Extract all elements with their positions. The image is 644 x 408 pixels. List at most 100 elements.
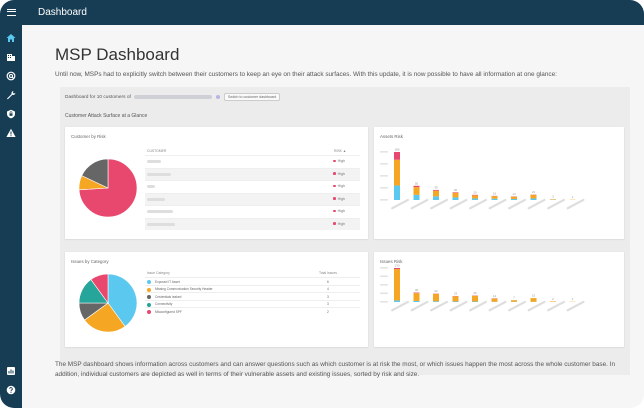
issues-risk-bar-1-seg-1[interactable]: [413, 293, 420, 301]
issues-risk-bar-1-seg-0[interactable]: [413, 292, 420, 294]
issues-risk-bar-0-seg-2[interactable]: [394, 300, 400, 302]
switch-dashboard-button[interactable]: Switch to customer dashboard: [223, 93, 281, 101]
issues-risk-bar-7-seg-1[interactable]: [530, 298, 537, 302]
risk-label: High: [337, 171, 345, 176]
issues-risk-bar-4-seg-2[interactable]: [472, 301, 478, 302]
issues-category-pie-slice-4[interactable]: [90, 274, 109, 304]
assets-risk-bar-1-seg-2[interactable]: [413, 194, 420, 200]
assets-risk-bar-0-seg-0[interactable]: [394, 152, 400, 160]
risk-badge: High: [333, 209, 345, 213]
risk-dot-icon: [333, 159, 336, 163]
assets-risk-x-label-7: [527, 198, 546, 210]
assets-risk-bar-1-seg-0[interactable]: [413, 185, 420, 188]
assets-risk-x-label-2: [430, 198, 449, 210]
issues-category-pie-slice-0[interactable]: [107, 274, 137, 327]
category-count: 6: [327, 279, 329, 284]
issues-risk-bar-3-seg-2[interactable]: [452, 301, 459, 302]
help-icon[interactable]: [4, 383, 18, 397]
issues-risk-y-tick-2: [380, 284, 388, 286]
assets-risk-bar-2-seg-2[interactable]: [433, 196, 439, 200]
lock-shield-icon[interactable]: [4, 107, 18, 121]
assets-risk-bar-2-seg-1[interactable]: [433, 190, 439, 197]
customer-row[interactable]: High: [145, 155, 360, 167]
customer-risk-title: Customer by Risk: [71, 134, 106, 139]
issues-risk-card: Issues Risk 130 36 32 23 25 14 7 15 2 1: [374, 252, 624, 347]
assets-risk-bar-6-seg-2[interactable]: [511, 198, 517, 200]
redacted-customer-name: [147, 160, 161, 163]
home-icon[interactable]: [4, 31, 18, 45]
issues-risk-bar-1-seg-2[interactable]: [413, 300, 420, 302]
issue-category-row[interactable]: Exposed IT Asset 6: [145, 277, 360, 285]
assets-risk-value-label-5: 16: [493, 191, 497, 195]
category-label: Credentials leaked: [155, 294, 182, 299]
customer-risk-pie-slice-2[interactable]: [81, 159, 109, 189]
issue-category-row[interactable]: Misconfigured SPF 2: [145, 307, 360, 315]
assets-risk-x-label-1: [410, 198, 429, 210]
building-icon[interactable]: [4, 50, 18, 64]
issue-category-row[interactable]: Missing Communication Security Header 4: [145, 284, 360, 293]
issues-risk-bar-2-seg-1[interactable]: [433, 293, 439, 302]
assets-risk-bar-0-seg-1[interactable]: [394, 159, 400, 186]
assets-risk-bar-1-seg-1[interactable]: [413, 187, 420, 195]
category-swatch: [147, 280, 151, 284]
wrench-icon[interactable]: [4, 88, 18, 102]
issues-risk-bar-3-seg-1[interactable]: [452, 296, 459, 302]
assets-risk-bar-3-seg-1[interactable]: [452, 192, 459, 198]
category-label: Misconfigured SPF: [155, 309, 182, 314]
assets-risk-bar-7-seg-2[interactable]: [530, 198, 537, 200]
issues-risk-x-label-7: [527, 300, 546, 312]
issues-risk-value-label-0: 130: [394, 264, 399, 268]
issues-risk-bar-0-seg-1[interactable]: [394, 269, 400, 301]
org-indicator: [215, 95, 220, 99]
issues-risk-bar-0-seg-0[interactable]: [394, 268, 400, 270]
col-risk-header[interactable]: RISK ▲: [334, 149, 347, 153]
risk-badge: High: [333, 197, 345, 201]
category-swatch: [147, 295, 151, 300]
issues-risk-bar-8-seg-1[interactable]: [550, 301, 556, 302]
assets-risk-bar-0-seg-2[interactable]: [394, 185, 400, 200]
category-count: 2: [327, 309, 329, 314]
issues-risk-value-label-6: 7: [513, 296, 515, 300]
issues-category-pie-slice-1[interactable]: [84, 302, 126, 332]
assets-risk-bar-4-seg-0[interactable]: [472, 194, 478, 196]
issue-category-row[interactable]: Credentials leaked 3: [145, 292, 360, 300]
assets-risk-x-label-6: [508, 198, 527, 210]
customer-row[interactable]: High: [145, 180, 360, 192]
report-icon[interactable]: [4, 364, 18, 378]
assets-risk-bar-2-seg-0[interactable]: [433, 189, 439, 191]
issues-risk-value-label-9: 1: [572, 297, 574, 301]
issues-risk-x-label-9: [566, 300, 585, 312]
customer-risk-pie: [79, 159, 137, 217]
assets-risk-bar-3-seg-2[interactable]: [452, 197, 459, 200]
risk-dot-icon: [333, 184, 336, 188]
at-icon[interactable]: [4, 69, 18, 83]
assets-risk-title: Assets Risk: [380, 134, 403, 139]
assets-risk-bar-5-seg-2[interactable]: [491, 198, 498, 200]
assets-risk-bar-7-seg-1[interactable]: [530, 194, 537, 199]
customer-risk-pie-slice-0[interactable]: [79, 159, 137, 217]
issues-risk-x-label-0: [391, 300, 410, 312]
assets-risk-bar-8-seg-1[interactable]: [550, 199, 556, 200]
assets-risk-bar-5-seg-1[interactable]: [491, 196, 498, 199]
issues-risk-bar-4-seg-1[interactable]: [472, 295, 478, 302]
assets-risk-bar-6-seg-1[interactable]: [511, 196, 517, 199]
hamburger-icon[interactable]: [0, 0, 22, 25]
risk-dot-icon: [333, 197, 336, 200]
customer-row[interactable]: High: [145, 167, 360, 180]
assets-risk-value-label-3: 30: [454, 188, 458, 192]
issue-category-row[interactable]: Connectivity 3: [145, 299, 360, 308]
issues-risk-bar-2-seg-2[interactable]: [433, 301, 439, 302]
issues-risk-value-label-4: 25: [473, 291, 477, 295]
customer-row[interactable]: High: [145, 205, 360, 217]
warning-icon[interactable]: [4, 126, 18, 140]
issues-risk-value-label-3: 23: [454, 291, 458, 295]
assets-risk-bar-4-seg-1[interactable]: [472, 195, 478, 199]
customer-row[interactable]: High: [145, 192, 360, 205]
issues-risk-bar-6-seg-1[interactable]: [511, 300, 517, 302]
assets-risk-bar-3-seg-0[interactable]: [452, 192, 459, 193]
issues-risk-y-tick-1: [380, 292, 388, 295]
customer-row[interactable]: High: [145, 217, 360, 230]
issues-risk-bar-5-seg-1[interactable]: [491, 298, 498, 302]
assets-risk-bar-4-seg-2[interactable]: [472, 198, 478, 200]
assets-risk-y-tick-0: [380, 199, 388, 201]
